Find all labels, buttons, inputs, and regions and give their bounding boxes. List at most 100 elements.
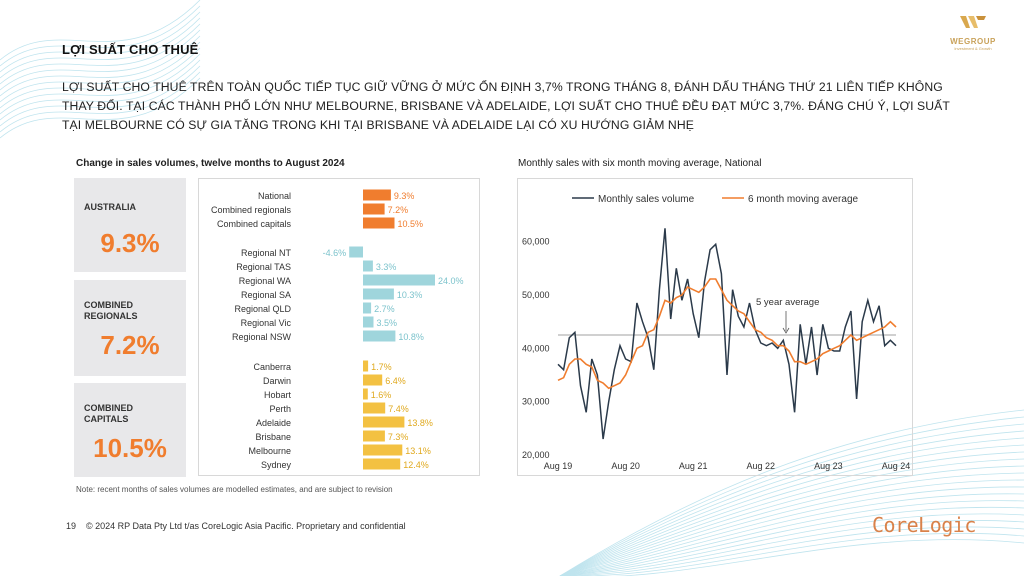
- bar-value-label: 10.5%: [398, 219, 424, 229]
- y-tick-label: 50,000: [522, 290, 550, 300]
- wave-line: [559, 506, 1024, 576]
- bar-category-label: Brisbane: [255, 432, 291, 442]
- x-tick-label: Aug 22: [747, 461, 776, 471]
- bar-value-label: 10.3%: [397, 290, 423, 300]
- bar-category-label: Regional SA: [241, 290, 291, 300]
- bar: [363, 430, 385, 442]
- bar: [363, 217, 395, 229]
- bar-category-label: Regional WA: [239, 276, 291, 286]
- wave-line: [559, 437, 1024, 576]
- bar: [349, 246, 363, 258]
- x-tick-label: Aug 19: [544, 461, 573, 471]
- line-chart-panel: 20,000 30,000 40,000 50,000 60,000 Aug 19 Aug …: [517, 178, 913, 476]
- wave-line: [559, 500, 1024, 576]
- wave-line: [559, 526, 1024, 576]
- wave-line: [0, 71, 201, 133]
- bar-category-label: Canberra: [253, 362, 291, 372]
- wave-line: [0, 35, 201, 97]
- x-tick-label: Aug 23: [814, 461, 843, 471]
- bar-value-label: 9.3%: [394, 191, 415, 201]
- stat-value: 9.3%: [100, 228, 160, 258]
- bar-value-label: -4.6%: [323, 248, 347, 258]
- bar: [363, 302, 372, 314]
- bar: [363, 444, 403, 456]
- wave-line: [559, 423, 1024, 576]
- bar-value-label: 2.7%: [374, 304, 395, 314]
- wave-line: [0, 41, 201, 103]
- bar-value-label: 7.2%: [388, 205, 409, 215]
- page-number: 19: [66, 521, 77, 531]
- bar-chart-panel: National 9.3% Combined regionals 7.2% Combin…: [198, 178, 480, 476]
- wave-line: [559, 444, 1024, 576]
- bar-category-label: Regional QLD: [234, 304, 291, 314]
- bar-category-label: Combined capitals: [217, 219, 292, 229]
- page-description: LỢI SUẤT CHO THUÊ TRÊN TOÀN QUỐC TIẾP TỤ…: [62, 80, 950, 132]
- stat-label: AUSTRALIA: [84, 202, 136, 212]
- wave-line: [559, 465, 1024, 576]
- wave-line: [559, 409, 1024, 576]
- bar: [363, 260, 373, 272]
- x-tick-label: Aug 24: [882, 461, 911, 471]
- wave-line: [559, 520, 1024, 576]
- wave-line: [0, 11, 201, 73]
- logo-text: WEGROUP: [950, 37, 996, 46]
- bar: [363, 316, 374, 328]
- wegroup-logo-mark-icon: [960, 16, 986, 28]
- wave-line: [559, 430, 1024, 576]
- bar: [363, 458, 401, 470]
- wave-line: [0, 53, 201, 115]
- stat-box-combined-regionals: COMBINED REGIONALS 7.2%: [74, 280, 186, 376]
- wave-line: [0, 65, 201, 127]
- bar-category-label: Regional NSW: [232, 332, 292, 342]
- bar: [363, 274, 435, 286]
- bar: [363, 416, 405, 428]
- bar-value-label: 7.4%: [388, 404, 409, 414]
- footer-text: 19 © 2024 RP Data Pty Ltd t/as CoreLogic…: [66, 521, 406, 531]
- legend-label: 6 month moving average: [748, 194, 859, 205]
- bar: [363, 330, 396, 342]
- wave-line: [559, 479, 1024, 576]
- bar-value-label: 6.4%: [385, 376, 406, 386]
- reference-arrow-head: [782, 327, 790, 334]
- stat-value: 7.2%: [100, 330, 160, 360]
- bar-value-label: 24.0%: [438, 276, 464, 286]
- bar-value-label: 1.6%: [371, 390, 392, 400]
- bar-category-label: Perth: [269, 404, 291, 414]
- wave-line: [0, 5, 201, 67]
- x-tick-label: Aug 20: [611, 461, 640, 471]
- bar-chart: National 9.3% Combined regionals 7.2% Combin…: [211, 189, 464, 470]
- bar: [363, 189, 391, 201]
- wave-line: [559, 416, 1024, 576]
- wave-line: [559, 486, 1024, 576]
- wave-line: [0, 23, 201, 85]
- y-tick-label: 40,000: [522, 343, 550, 353]
- wave-line: [0, 0, 201, 61]
- y-tick-label: 60,000: [522, 237, 550, 247]
- bar: [363, 360, 369, 372]
- bar-chart-title: Change in sales volumes, twelve months t…: [76, 158, 345, 169]
- bar-value-label: 12.4%: [403, 460, 429, 470]
- bar-category-label: National: [258, 191, 291, 201]
- stat-label: COMBINED REGIONALS: [84, 300, 138, 321]
- bar-category-label: Combined regionals: [211, 205, 292, 215]
- wave-line: [0, 29, 201, 91]
- wave-line: [559, 472, 1024, 576]
- wave-line: [0, 59, 201, 121]
- bar-value-label: 13.8%: [407, 418, 433, 428]
- bar: [363, 203, 385, 215]
- logo-subtext: Investment & Growth: [954, 46, 992, 51]
- x-tick-label: Aug 21: [679, 461, 708, 471]
- bar-value-label: 10.8%: [398, 332, 424, 342]
- bar-category-label: Adelaide: [256, 418, 291, 428]
- stat-box-combined-capitals: COMBINED CAPITALS 10.5%: [74, 383, 186, 477]
- bar-category-label: Regional NT: [241, 248, 292, 258]
- page-title: LỢI SUẤT CHO THUÊ: [62, 42, 199, 57]
- wave-line: [560, 532, 1024, 576]
- bar-value-label: 3.3%: [376, 262, 397, 272]
- stat-label: COMBINED CAPITALS: [84, 403, 133, 424]
- bar: [363, 374, 383, 386]
- chart-note: Note: recent months of sales volumes are…: [76, 485, 393, 494]
- wave-line: [559, 451, 1024, 576]
- bar-category-label: Melbourne: [248, 446, 291, 456]
